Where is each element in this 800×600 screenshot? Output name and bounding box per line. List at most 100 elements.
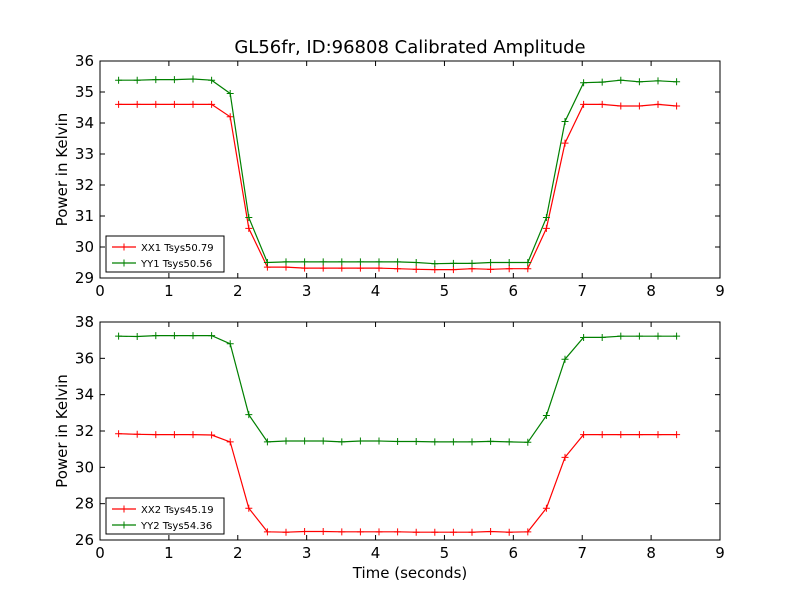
data-point-yy2 [282,437,290,445]
data-point-yy1 [152,76,160,84]
data-point-xx1 [561,139,569,147]
data-point-xx1 [356,264,364,272]
data-point-xx1 [542,224,550,232]
legend-marker [120,505,128,513]
y-tick-label: 34 [75,386,94,404]
data-point-yy1 [226,90,234,98]
data-point-yy2 [598,333,606,341]
data-point-yy1 [654,77,662,85]
data-point-yy1 [561,117,569,125]
data-point-yy2 [375,437,383,445]
data-point-xx1 [245,224,253,232]
data-point-yy1 [133,76,141,84]
data-point-yy2 [152,332,160,340]
legend-marker [120,521,128,529]
x-tick-label: 6 [509,282,519,300]
data-point-yy1 [115,76,123,84]
data-point-yy2 [133,333,141,341]
legend-box [105,497,225,535]
data-point-yy1 [617,76,625,84]
x-tick-label: 5 [440,282,450,300]
data-point-yy1 [580,79,588,87]
x-tick-label: 5 [440,544,450,562]
x-tick-label: 7 [577,282,587,300]
y-axis-label: Power in Kelvin [53,113,71,227]
data-point-xx1 [208,100,216,108]
data-point-xx1 [654,100,662,108]
data-point-xx2 [468,528,476,536]
data-point-xx1 [617,102,625,110]
data-point-xx1 [338,264,346,272]
data-point-xx2 [487,527,495,535]
data-point-yy1 [189,75,197,83]
data-point-yy1 [170,76,178,84]
x-tick-label: 3 [302,544,312,562]
legend-entry-label: YY1 Tsys50.56 [140,259,212,270]
x-tick-label: 2 [233,544,243,562]
y-tick-label: 32 [75,176,94,194]
data-point-yy2 [245,411,253,419]
legend: XX2 Tsys45.19 YY2 Tsys54.36 [105,497,225,535]
data-point-yy1 [524,259,532,266]
data-point-xx2 [356,528,364,536]
data-point-xx2 [449,528,457,536]
data-point-xx1 [394,265,402,273]
data-point-xx2 [394,528,402,536]
data-point-xx1 [524,265,532,273]
y-tick-label: 34 [75,114,94,132]
data-point-yy2 [301,437,309,445]
data-point-yy1 [375,258,383,266]
y-tick-label: 30 [75,238,94,256]
data-point-yy2 [394,438,402,446]
data-point-xx1 [598,100,606,108]
y-tick-label: 38 [75,313,94,331]
data-point-yy2 [635,332,643,340]
data-point-yy1 [282,258,290,266]
data-point-yy1 [673,78,681,86]
y-tick-label: 30 [75,458,94,476]
x-tick-label: 9 [715,544,725,562]
x-tick-label: 4 [371,282,381,300]
data-point-yy1 [598,78,606,86]
data-point-yy2 [263,438,271,446]
data-point-yy2 [505,438,513,446]
data-point-xx1 [412,265,420,273]
data-point-xx1 [487,265,495,273]
data-point-xx2 [170,431,178,439]
legend-entry-label: XX2 Tsys45.19 [141,505,214,516]
data-point-yy1 [208,76,216,84]
data-point-xx2 [152,431,160,439]
data-point-yy2 [654,332,662,340]
data-point-yy2 [319,437,327,445]
data-point-xx1 [170,100,178,108]
legend-box [105,235,225,273]
y-tick-label: 35 [75,83,94,101]
legend-marker [120,259,128,267]
data-point-xx2 [133,430,141,438]
data-point-xx1 [226,113,234,121]
data-point-xx1 [189,100,197,108]
data-point-xx2 [115,430,123,438]
data-point-xx1 [152,100,160,108]
data-point-yy1 [394,258,402,266]
data-point-xx2 [505,528,513,536]
data-point-yy1 [263,259,271,266]
y-tick-label: 29 [75,269,94,287]
data-point-yy1 [449,259,457,267]
data-point-yy1 [487,259,495,266]
data-point-xx1 [319,264,327,272]
data-point-xx1 [449,266,457,274]
data-point-yy2 [189,332,197,340]
data-point-xx1 [133,100,141,108]
data-point-xx1 [505,265,513,273]
data-point-yy2 [561,355,569,363]
data-point-xx2 [580,431,588,439]
data-point-yy2 [580,333,588,341]
x-tick-label: 7 [577,544,587,562]
data-point-xx2 [282,528,290,536]
x-tick-label: 1 [164,282,174,300]
data-point-yy2 [524,438,532,446]
data-point-yy2 [412,438,420,446]
